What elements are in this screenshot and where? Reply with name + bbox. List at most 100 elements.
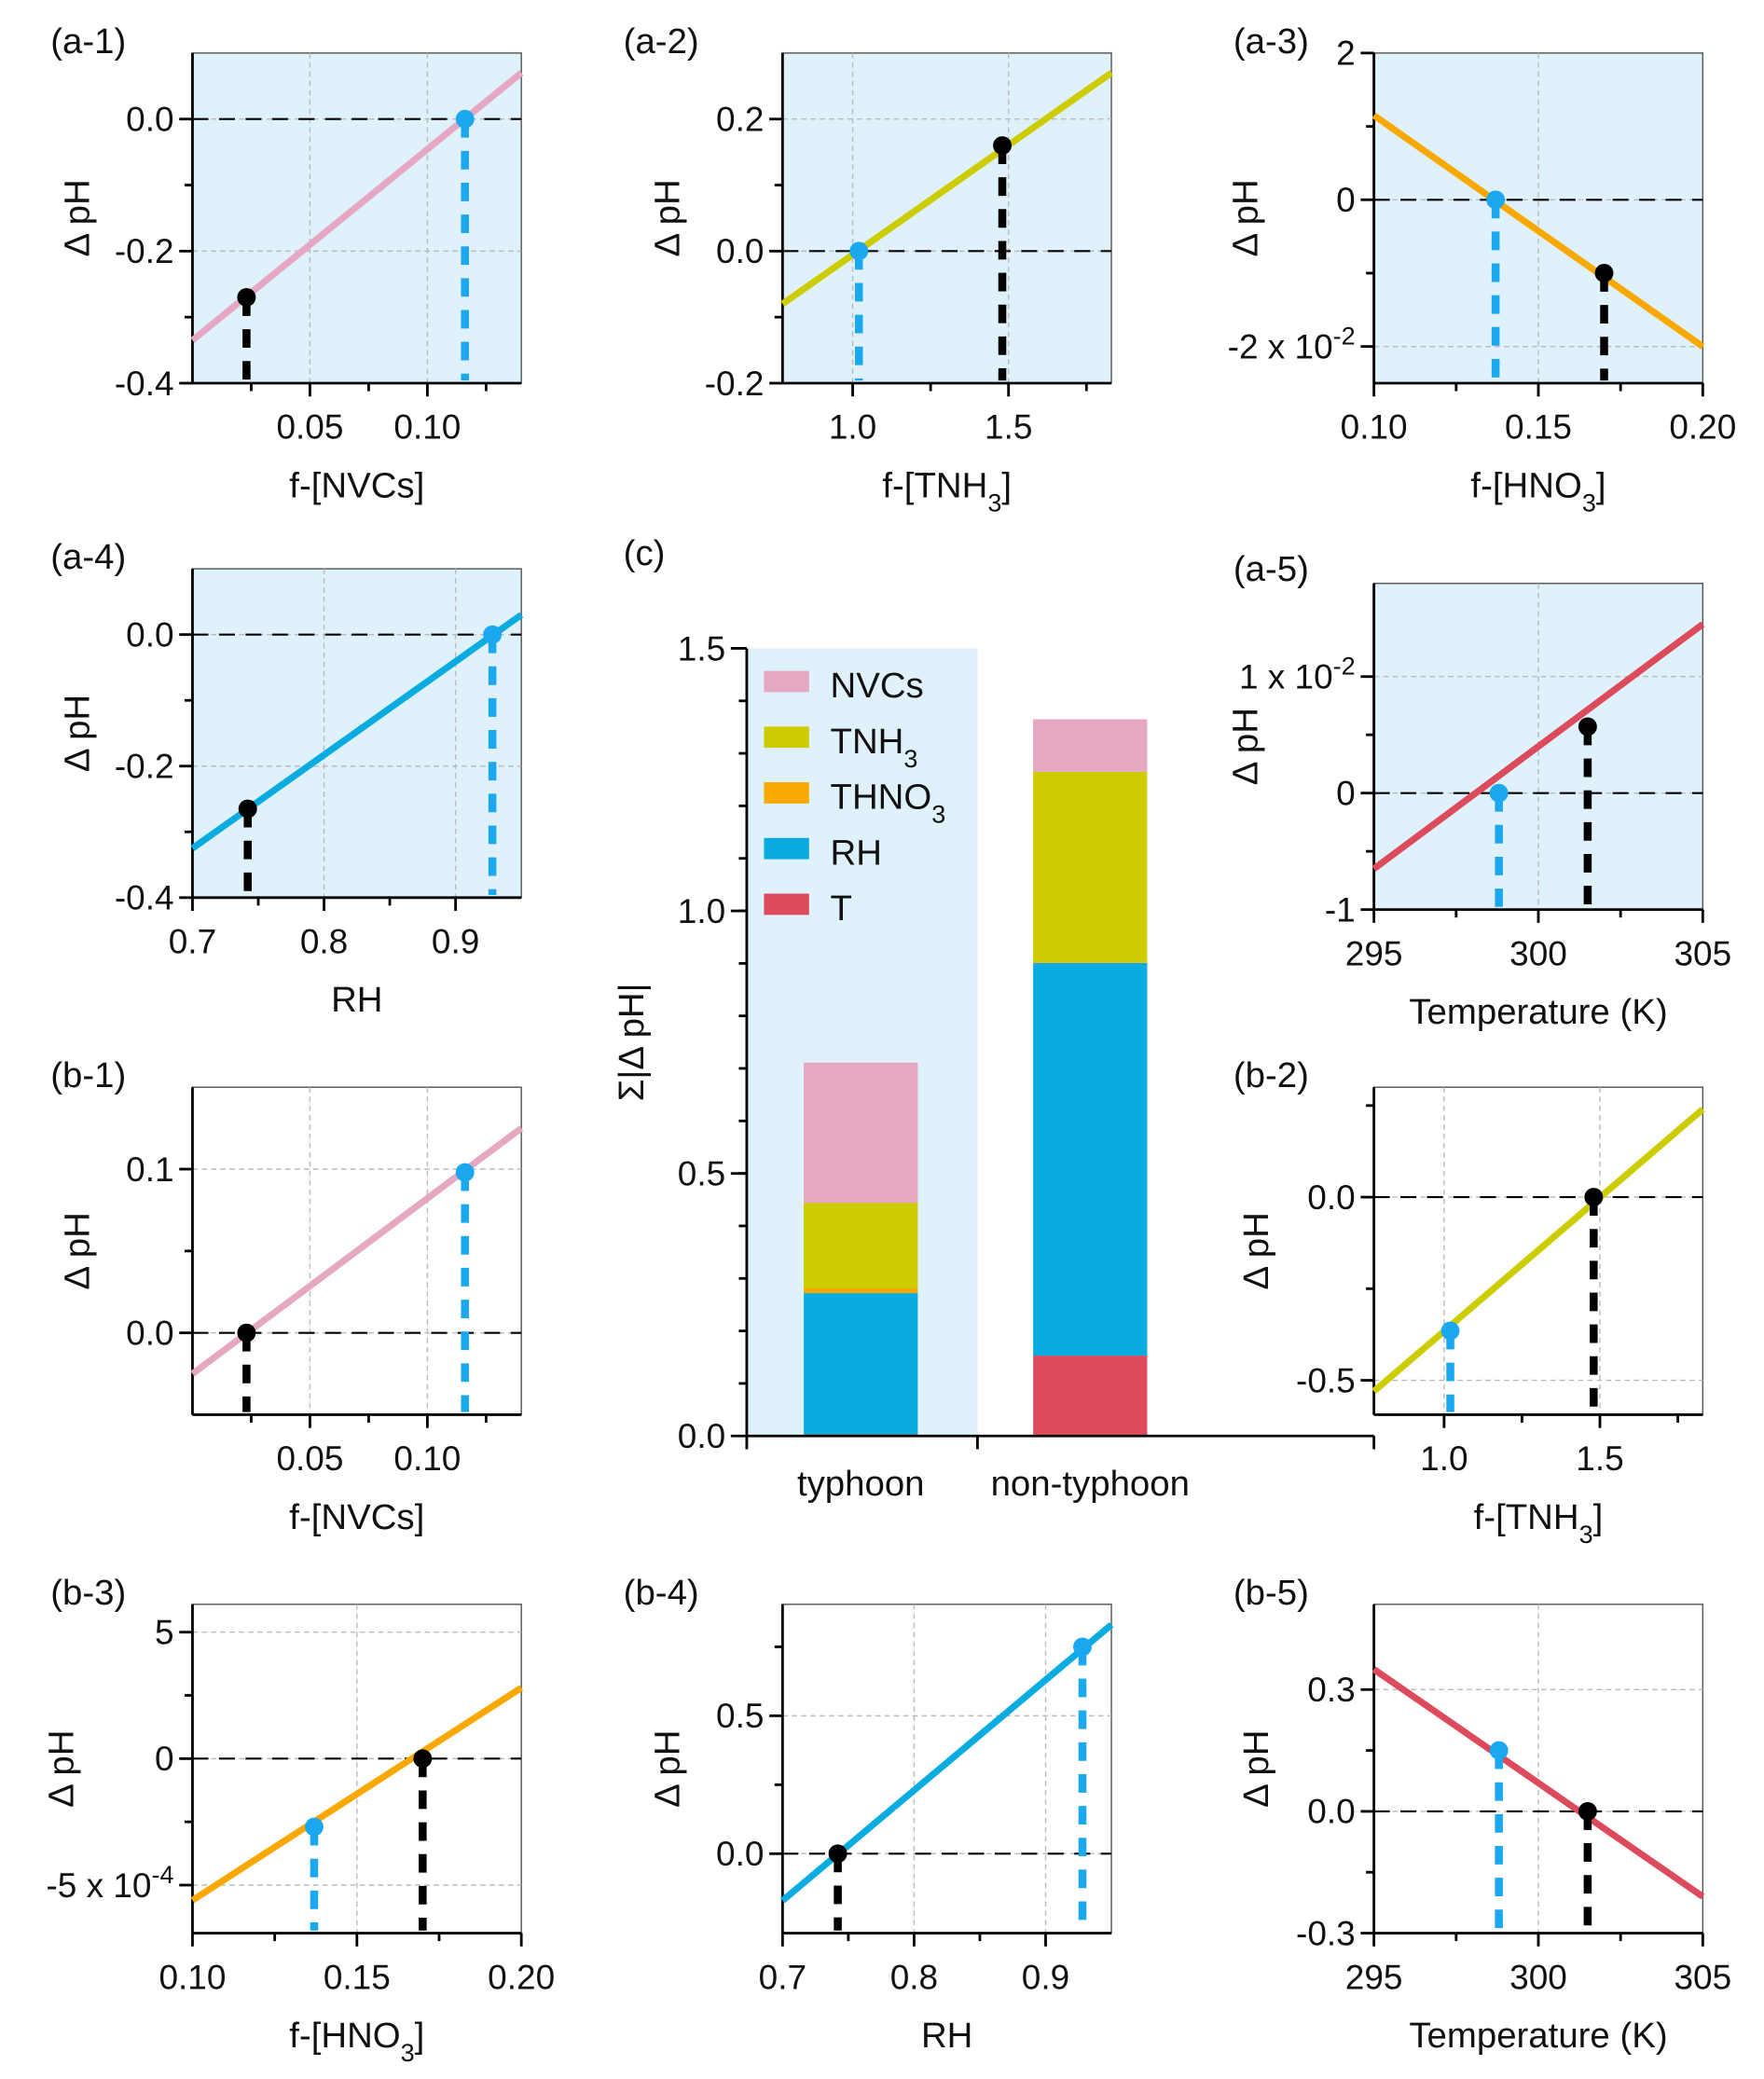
x-axis-label-part: f-[HNO <box>1470 465 1581 505</box>
x-tick-label-part: 0.10 <box>1341 408 1408 447</box>
y-tick-label-part: -2 x 10 <box>1228 327 1333 365</box>
y-axis-label-part: Σ|Δ pH| <box>612 983 652 1101</box>
target-point <box>455 1163 475 1182</box>
plot-background <box>1373 52 1703 384</box>
x-tick-label: 0.10 <box>158 1958 226 1996</box>
x-tick-label: 305 <box>1674 934 1731 972</box>
x-axis-label-part: Temperature (K) <box>1409 2016 1667 2056</box>
y-tick-label-part: -0.4 <box>115 879 174 917</box>
x-tick-label: 0.05 <box>276 1439 343 1478</box>
panel-label-part: (b-1) <box>50 1055 126 1095</box>
x-axis-label-part: Temperature (K) <box>1409 992 1667 1032</box>
legend-label: THNO3 <box>831 778 946 829</box>
series-line-THNO3 <box>1371 112 1705 350</box>
bar-NVCs-typhoon <box>804 1062 918 1204</box>
legend-swatch-NVCs <box>764 670 809 693</box>
plot-background <box>192 52 522 384</box>
y-tick-label: -2 x 10-2 <box>1228 322 1356 365</box>
x-tick-label: 1.0 <box>1420 1439 1468 1478</box>
y-tick-label-part: -1 <box>1325 890 1356 929</box>
base-point <box>237 287 256 307</box>
y-axis-label: Δ pH <box>58 179 98 256</box>
y-tick-label-part: 1.5 <box>678 629 725 668</box>
x-axis-label-part: RH <box>331 980 382 1020</box>
x-tick-label: 0.05 <box>276 408 343 447</box>
target-point <box>483 625 503 644</box>
category-label: typhoon <box>797 1464 925 1504</box>
y-tick-label-part: 0.0 <box>1307 1793 1355 1831</box>
x-tick-label: 0.9 <box>1022 1958 1069 1996</box>
y-tick-label-part: -2 <box>1333 322 1356 350</box>
base-point <box>237 1323 256 1342</box>
base-point <box>1594 264 1614 282</box>
series-line-TNH3 <box>1371 1107 1705 1395</box>
x-tick-label: 0.20 <box>488 1958 555 1996</box>
x-axis-label: f-[NVCs] <box>289 465 424 505</box>
legend-swatch-TNH3 <box>764 726 809 749</box>
x-tick-label-part: 0.8 <box>300 923 348 961</box>
series-line-TNH3 <box>780 70 1114 307</box>
panel-label: (b-2) <box>1233 1055 1309 1095</box>
x-tick-label-part: 1.0 <box>829 408 876 447</box>
y-axis-label: Δ pH <box>647 179 687 256</box>
y-tick-label-part: 5 <box>155 1613 174 1651</box>
y-tick-label: 0 <box>155 1740 174 1778</box>
x-axis-label: f-[NVCs] <box>289 1497 424 1537</box>
x-tick-label-part: 0.9 <box>1022 1958 1069 1996</box>
panel-label-part: (a-5) <box>1233 549 1309 589</box>
series-line-THNO3 <box>190 1685 524 1904</box>
legend-swatch-T <box>764 893 809 916</box>
x-tick-label: 0.10 <box>393 408 461 447</box>
y-tick-label: 0.5 <box>678 1154 725 1192</box>
y-tick-label-part: -0.2 <box>705 365 765 403</box>
y-tick-label-part: -5 x 10 <box>46 1866 151 1905</box>
y-tick-label-part: 0.0 <box>716 1835 764 1873</box>
base-point <box>238 799 257 819</box>
y-axis-label: Σ|Δ pH| <box>612 983 652 1101</box>
y-tick-label: 0 <box>1336 181 1356 219</box>
y-tick-label: 0.3 <box>1307 1671 1355 1709</box>
panel-label: (b-4) <box>624 1573 699 1613</box>
y-axis-label-part: Δ pH <box>58 1212 98 1289</box>
base-point <box>1584 1188 1604 1207</box>
y-tick-label: -0.2 <box>115 748 174 786</box>
legend-swatch-THNO3 <box>764 782 809 804</box>
panel-label: (a-1) <box>50 21 126 62</box>
y-axis-label: Δ pH <box>58 695 98 772</box>
y-tick-label: -0.2 <box>705 365 765 403</box>
panel-a2: (a-2) Δ pH 1.0 1.5 0.2 0.0 -0.2 f-[TNH3] <box>624 21 1114 516</box>
panel-label-part: (b-3) <box>50 1573 126 1613</box>
x-tick-label-part: 0.15 <box>324 1958 391 1996</box>
x-tick-label-part: 0.8 <box>890 1958 938 1996</box>
base-point <box>1578 1801 1597 1821</box>
x-tick-label-part: 0.05 <box>276 408 343 447</box>
y-tick-label-part: 2 <box>1336 34 1356 73</box>
x-tick-label-part: 0.05 <box>276 1439 343 1478</box>
x-axis-label-part: f-[HNO <box>289 2016 400 2056</box>
plot-frame <box>781 1604 1112 1934</box>
y-axis-label: Δ pH <box>1225 708 1265 785</box>
y-tick-label: 0.2 <box>716 101 764 139</box>
y-tick-label: 0.0 <box>1307 1178 1355 1217</box>
plot-background <box>782 52 1112 384</box>
legend-label-part: 3 <box>931 801 945 829</box>
x-tick-label: 305 <box>1674 1958 1731 1996</box>
x-axis-label-part: 3 <box>401 2039 415 2067</box>
y-tick-label: 0 <box>1336 774 1356 812</box>
y-tick-label: 0.0 <box>678 1417 725 1455</box>
x-tick-label: 0.10 <box>1341 408 1408 447</box>
legend-label: RH <box>831 833 882 873</box>
panel-label: (c) <box>624 533 666 573</box>
y-tick-label-part: -0.3 <box>1296 1914 1356 1952</box>
x-tick-label-part: 305 <box>1674 1958 1731 1996</box>
x-tick-label-part: 0.10 <box>393 408 461 447</box>
x-tick-label: 0.8 <box>300 923 348 961</box>
legend-label-part: TNH <box>831 722 904 762</box>
panel-label-part: (a-3) <box>1233 21 1309 62</box>
x-tick-label: 1.5 <box>1576 1439 1623 1478</box>
y-tick-label-part: 1.0 <box>678 892 725 930</box>
target-point <box>1486 190 1506 210</box>
y-axis-label: Δ pH <box>647 1730 687 1808</box>
panel-a5: (a-5) Δ pH 295 300 305 1 x 10-2 0 -1 Temperature… <box>1225 549 1731 1032</box>
y-tick-label-part: -2 <box>1333 653 1356 681</box>
